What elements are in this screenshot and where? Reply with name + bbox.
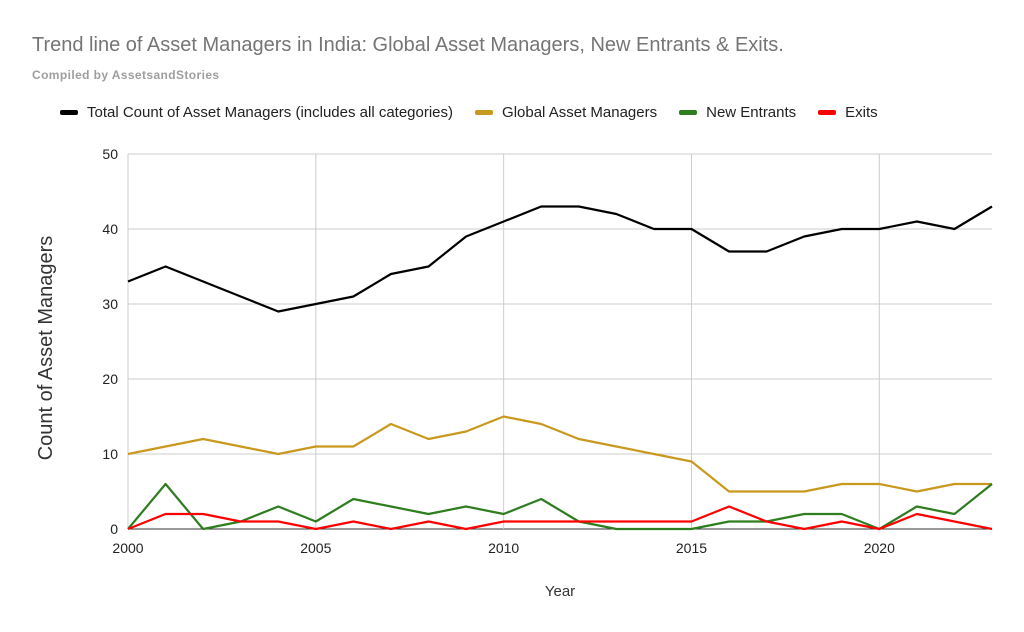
legend-swatch-total xyxy=(60,110,78,115)
series-line-new-entrants xyxy=(127,482,993,531)
series-line-global xyxy=(127,415,992,493)
x-tick-label: 2000 xyxy=(112,540,143,556)
legend: Total Count of Asset Managers (includes … xyxy=(60,104,900,121)
x-tick-label: 2005 xyxy=(300,540,331,556)
gridlines xyxy=(127,153,992,530)
chart-title: Trend line of Asset Managers in India: G… xyxy=(32,34,784,56)
legend-swatch-exits xyxy=(818,110,837,115)
y-tick-label: 0 xyxy=(110,521,118,537)
x-axis-title: Year xyxy=(545,583,575,600)
y-tick-label: 40 xyxy=(102,221,118,237)
legend-item-new-entrants[interactable]: New Entrants xyxy=(679,104,796,121)
legend-item-global[interactable]: Global Asset Managers xyxy=(475,104,657,121)
series-line-exits xyxy=(127,505,993,531)
legend-label-exits: Exits xyxy=(845,104,878,121)
y-tick-label: 20 xyxy=(102,371,118,387)
legend-item-total[interactable]: Total Count of Asset Managers (includes … xyxy=(60,104,453,121)
y-tick-label: 10 xyxy=(102,446,118,462)
x-tick-labels: 2000 2005 2010 2015 2020 xyxy=(112,540,895,556)
legend-swatch-global xyxy=(475,110,494,115)
x-tick-label: 2015 xyxy=(676,540,707,556)
legend-label-new-entrants: New Entrants xyxy=(706,104,797,121)
x-tick-label: 2020 xyxy=(864,540,895,556)
legend-label-global: Global Asset Managers xyxy=(502,104,658,121)
y-axis-title: Count of Asset Managers xyxy=(35,236,57,461)
y-tick-label: 30 xyxy=(102,296,118,312)
legend-swatch-new-entrants xyxy=(679,110,698,115)
y-tick-label: 50 xyxy=(102,146,118,162)
legend-label-total: Total Count of Asset Managers (includes … xyxy=(87,104,454,121)
y-tick-labels: 0 10 20 30 40 50 xyxy=(102,146,118,537)
series-lines xyxy=(127,205,993,531)
chart-subtitle: Compiled by AssetsandStories xyxy=(32,68,220,82)
x-tick-label: 2010 xyxy=(488,540,519,556)
legend-item-exits[interactable]: Exits xyxy=(818,104,878,121)
series-line-total xyxy=(127,205,993,313)
